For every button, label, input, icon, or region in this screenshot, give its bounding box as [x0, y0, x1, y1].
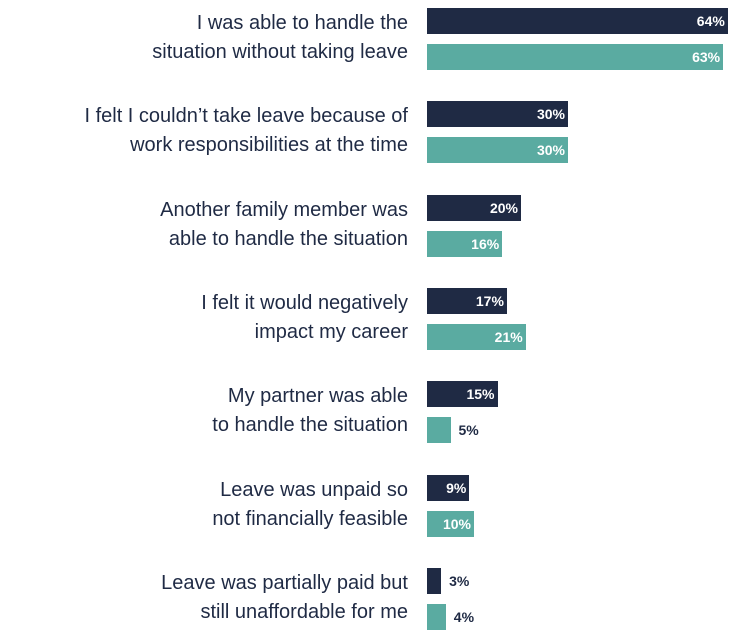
category-label-line: Leave was unpaid so: [220, 478, 408, 501]
bar-value-label: 9%: [446, 479, 467, 496]
category-label-line: not financially feasible: [212, 507, 408, 530]
bar-value-label: 15%: [466, 386, 495, 403]
category-label: Leave was unpaid so not financially feasi…: [0, 476, 408, 534]
bar: [427, 287, 507, 314]
bar: [427, 137, 568, 164]
category-label-line: situation without taking leave: [152, 41, 408, 63]
category-label-line: still unaffordable for me: [200, 600, 408, 623]
bar: [427, 194, 521, 221]
bar: [427, 474, 470, 501]
category-label: I felt it would negatively impact my care…: [0, 289, 408, 347]
category-label-line: impact my career: [254, 320, 408, 343]
bar-value-label: 64%: [696, 13, 725, 29]
bar: [427, 567, 442, 594]
bar-value-label: 30%: [536, 106, 565, 123]
category-label-line: My partner was able: [227, 385, 408, 408]
bar: [427, 101, 568, 128]
bar-value-label: 4%: [453, 608, 475, 625]
category-label-line: I was able to handle the: [196, 12, 408, 34]
bar: [427, 230, 503, 257]
category-label-line: I felt I couldn’t take leave because of: [84, 105, 408, 128]
bar: [427, 44, 724, 70]
category-label: I felt I couldn’t take leave because of w…: [0, 102, 408, 160]
category-label-line: I felt it would negatively: [201, 291, 408, 314]
category-label: Leave was partially paid but still unaffo…: [0, 569, 408, 627]
category-label: My partner was able to handle the situati…: [0, 382, 408, 440]
bar-value-label: 17%: [475, 292, 504, 309]
bar-value-label: 16%: [471, 235, 500, 252]
category-label-line: Leave was partially paid but: [161, 571, 408, 594]
bar: [427, 603, 446, 630]
bar-value-label: 63%: [692, 49, 721, 65]
bar-value-label: 21%: [494, 328, 523, 345]
bar: [427, 417, 451, 444]
category-label: I was able to handle the situation withou…: [0, 9, 408, 67]
category-label-line: able to handle the situation: [168, 227, 408, 250]
bar-value-label: 3%: [449, 572, 470, 589]
category-label-line: to handle the situation: [212, 414, 408, 437]
bar-value-label: 5%: [458, 422, 479, 439]
bar-value-label: 30%: [536, 142, 565, 159]
bar-value-label: 20%: [489, 199, 518, 216]
bar: [427, 381, 498, 408]
bar: [427, 510, 474, 537]
bar: [427, 8, 728, 34]
bar-value-label: 10%: [442, 515, 471, 532]
bar: [427, 323, 526, 350]
category-label-line: Another family member was: [160, 198, 408, 221]
category-label-line: work responsibilities at the time: [130, 134, 408, 157]
category-label: Another family member was able to handle …: [0, 196, 408, 254]
